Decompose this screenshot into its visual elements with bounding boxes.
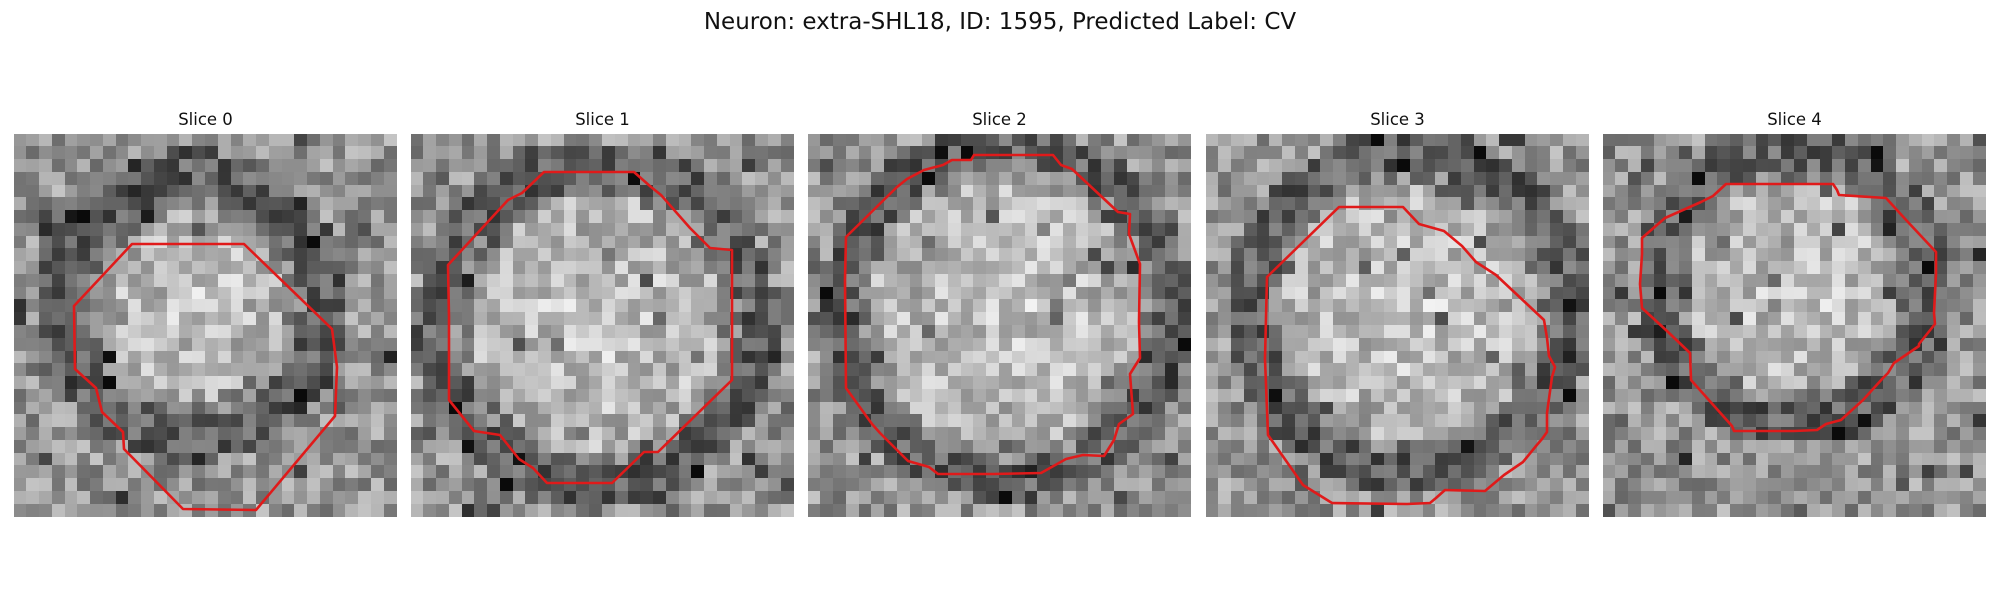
slice-title-4: Slice 4 bbox=[1767, 110, 1822, 129]
slice-title-2: Slice 2 bbox=[972, 110, 1027, 129]
slice-image-0 bbox=[14, 134, 397, 517]
slice-title-0: Slice 0 bbox=[178, 110, 233, 129]
slice-title-3: Slice 3 bbox=[1370, 110, 1425, 129]
slice-image-3 bbox=[1206, 134, 1589, 517]
slice-image-4 bbox=[1603, 134, 1986, 517]
slice-image-2 bbox=[808, 134, 1191, 517]
figure-title: Neuron: extra-SHL18, ID: 1595, Predicted… bbox=[703, 9, 1297, 35]
slice-title-1: Slice 1 bbox=[575, 110, 630, 129]
slice-image-1 bbox=[411, 134, 794, 517]
